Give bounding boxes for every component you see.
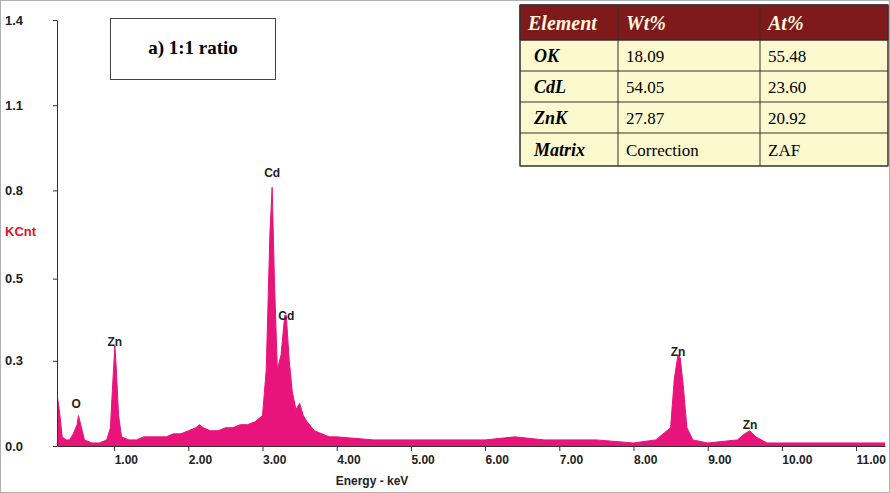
- y-tick-mark: [53, 190, 57, 191]
- table-cell: Correction: [626, 141, 699, 160]
- peak-label: O: [72, 397, 81, 411]
- table-background: [520, 5, 888, 166]
- chart: 1.00 2.00 3.00 4.00 5.00 6.00 7.00 8.00 9.00 10.0…: [0, 0, 890, 493]
- y-tick: 0.5: [5, 271, 57, 286]
- x-tick-label: 2.00: [189, 453, 213, 467]
- y-tick-label: 1.1: [5, 98, 23, 113]
- peak-label: Zn: [108, 335, 123, 349]
- y-axis-title: KCnt: [5, 224, 37, 239]
- x-tick: 3.00: [263, 446, 287, 467]
- peak-label: Zn: [743, 418, 758, 432]
- y-tick-label: 0.8: [5, 183, 23, 198]
- table-header: At%: [766, 12, 804, 34]
- table-rule: [520, 102, 888, 103]
- y-tick-label: 1.4: [5, 13, 24, 28]
- table-cell: 23.60: [768, 78, 806, 97]
- x-axis: 1.00 2.00 3.00 4.00 5.00 6.00 7.00 8.00 9.00 10.0…: [58, 446, 887, 467]
- x-tick-label: 11.00: [857, 453, 887, 467]
- x-tick: 5.00: [411, 446, 435, 467]
- x-tick-mark: [633, 446, 634, 451]
- x-tick-label: 6.00: [486, 453, 510, 467]
- x-tick: 6.00: [486, 446, 510, 467]
- x-tick-mark: [782, 446, 783, 451]
- spectrum: [57, 187, 885, 446]
- y-tick: 0.3: [5, 353, 57, 368]
- y-tick-mark: [53, 20, 57, 21]
- title: a) 1:1 ratio: [148, 37, 238, 59]
- x-tick-label: 3.00: [263, 453, 287, 467]
- x-tick-mark: [263, 446, 264, 451]
- table-cell: 27.87: [626, 109, 665, 128]
- table-cell: 54.05: [626, 78, 664, 97]
- x-tick-label: 9.00: [708, 453, 732, 467]
- table-cell: OK: [534, 46, 561, 66]
- table-rule: [520, 40, 888, 41]
- peak-label: Cd: [264, 166, 280, 180]
- results-table: Element Wt% At% OK 18.09 55.48 CdL 54.05 23.60 Zn…: [520, 5, 888, 166]
- table-cell: ZnK: [533, 108, 569, 128]
- x-tick-mark: [337, 446, 338, 451]
- y-tick-mark: [53, 446, 57, 447]
- table-rule: [520, 71, 888, 72]
- x-tick-mark: [559, 446, 560, 451]
- x-tick: 4.00: [337, 446, 361, 467]
- x-tick-mark: [411, 446, 412, 451]
- y-tick-label: 0.3: [5, 353, 23, 368]
- x-axis-title: Energy - keV: [336, 474, 409, 488]
- x-tick: 8.00: [634, 446, 658, 467]
- y-tick: 1.1: [5, 98, 57, 113]
- table-header: Wt%: [626, 12, 666, 34]
- x-tick-mark: [485, 446, 486, 451]
- y-tick: 0.8: [5, 183, 57, 198]
- x-tick-mark: [856, 446, 857, 451]
- table-cell: 18.09: [626, 47, 664, 66]
- y-tick-label: 0.0: [5, 439, 23, 454]
- table-cell: ZAF: [768, 141, 800, 160]
- table-header: Element: [527, 12, 598, 34]
- y-tick-label: 0.5: [5, 271, 23, 286]
- table-rule: [520, 5, 888, 6]
- y-axis: 0.0 0.3 0.5 0.8 1.1 1.4: [5, 13, 58, 454]
- table-rule: [520, 166, 888, 167]
- x-tick-label: 7.00: [560, 453, 584, 467]
- x-tick: 2.00: [189, 446, 213, 467]
- table-rule: [520, 133, 888, 134]
- x-tick: 1.00: [115, 446, 139, 467]
- x-tick-label: 5.00: [411, 453, 435, 467]
- x-tick-mark: [114, 446, 115, 451]
- x-tick-label: 4.00: [337, 453, 361, 467]
- x-tick-mark: [188, 446, 189, 451]
- table-rule: [618, 5, 619, 166]
- y-tick: 1.4: [5, 13, 57, 28]
- x-tick: 7.00: [560, 446, 584, 467]
- table-rule: [888, 5, 889, 166]
- x-tick-label: 8.00: [634, 453, 658, 467]
- x-tick: 9.00: [708, 446, 732, 467]
- y-tick-mark: [53, 105, 57, 106]
- table-rule: [760, 5, 761, 166]
- x-tick: 10.00: [782, 446, 812, 467]
- frame: [1, 1, 890, 493]
- peak-label: Cd: [278, 309, 294, 323]
- table-cell: 55.48: [768, 47, 806, 66]
- table-cell: 20.92: [768, 109, 806, 128]
- x-axis-line: [58, 446, 886, 447]
- x-tick-mark: [708, 446, 709, 451]
- table-cell: CdL: [534, 77, 566, 97]
- y-tick-mark: [53, 279, 57, 280]
- table-cell: Matrix: [533, 140, 585, 160]
- table-header-background: [520, 5, 888, 40]
- peak-label: Zn: [671, 345, 686, 359]
- title-box: [111, 19, 276, 80]
- x-tick: 11.00: [857, 446, 887, 467]
- x-tick-label: 10.00: [782, 453, 812, 467]
- table-rule: [520, 5, 521, 166]
- x-tick-label: 1.00: [115, 453, 139, 467]
- y-tick-mark: [53, 361, 57, 362]
- plot-area: [57, 187, 885, 446]
- y-axis-line: [57, 21, 58, 447]
- y-tick: 0.0: [5, 439, 57, 454]
